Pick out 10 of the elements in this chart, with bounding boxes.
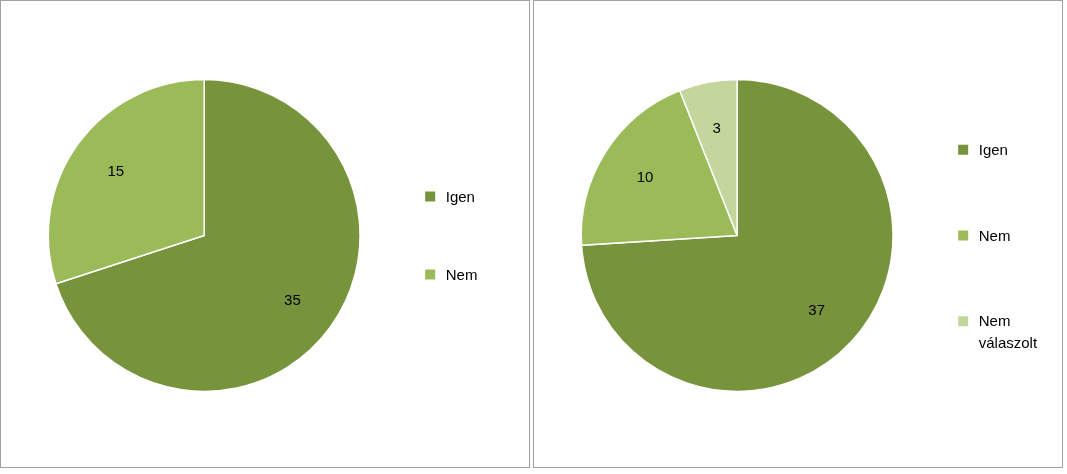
legend-label: Nem válaszolt — [978, 312, 1038, 352]
data-label: 35 — [284, 290, 301, 308]
data-label: 37 — [808, 301, 826, 319]
data-label: 15 — [107, 162, 125, 180]
legend-label: Nem — [445, 265, 478, 283]
data-label: 10 — [636, 167, 654, 185]
legend-label: Igen — [978, 140, 1008, 158]
legend-label: Nem — [978, 226, 1011, 244]
legend-label: Igen — [445, 187, 475, 205]
data-label: 3 — [712, 119, 721, 137]
